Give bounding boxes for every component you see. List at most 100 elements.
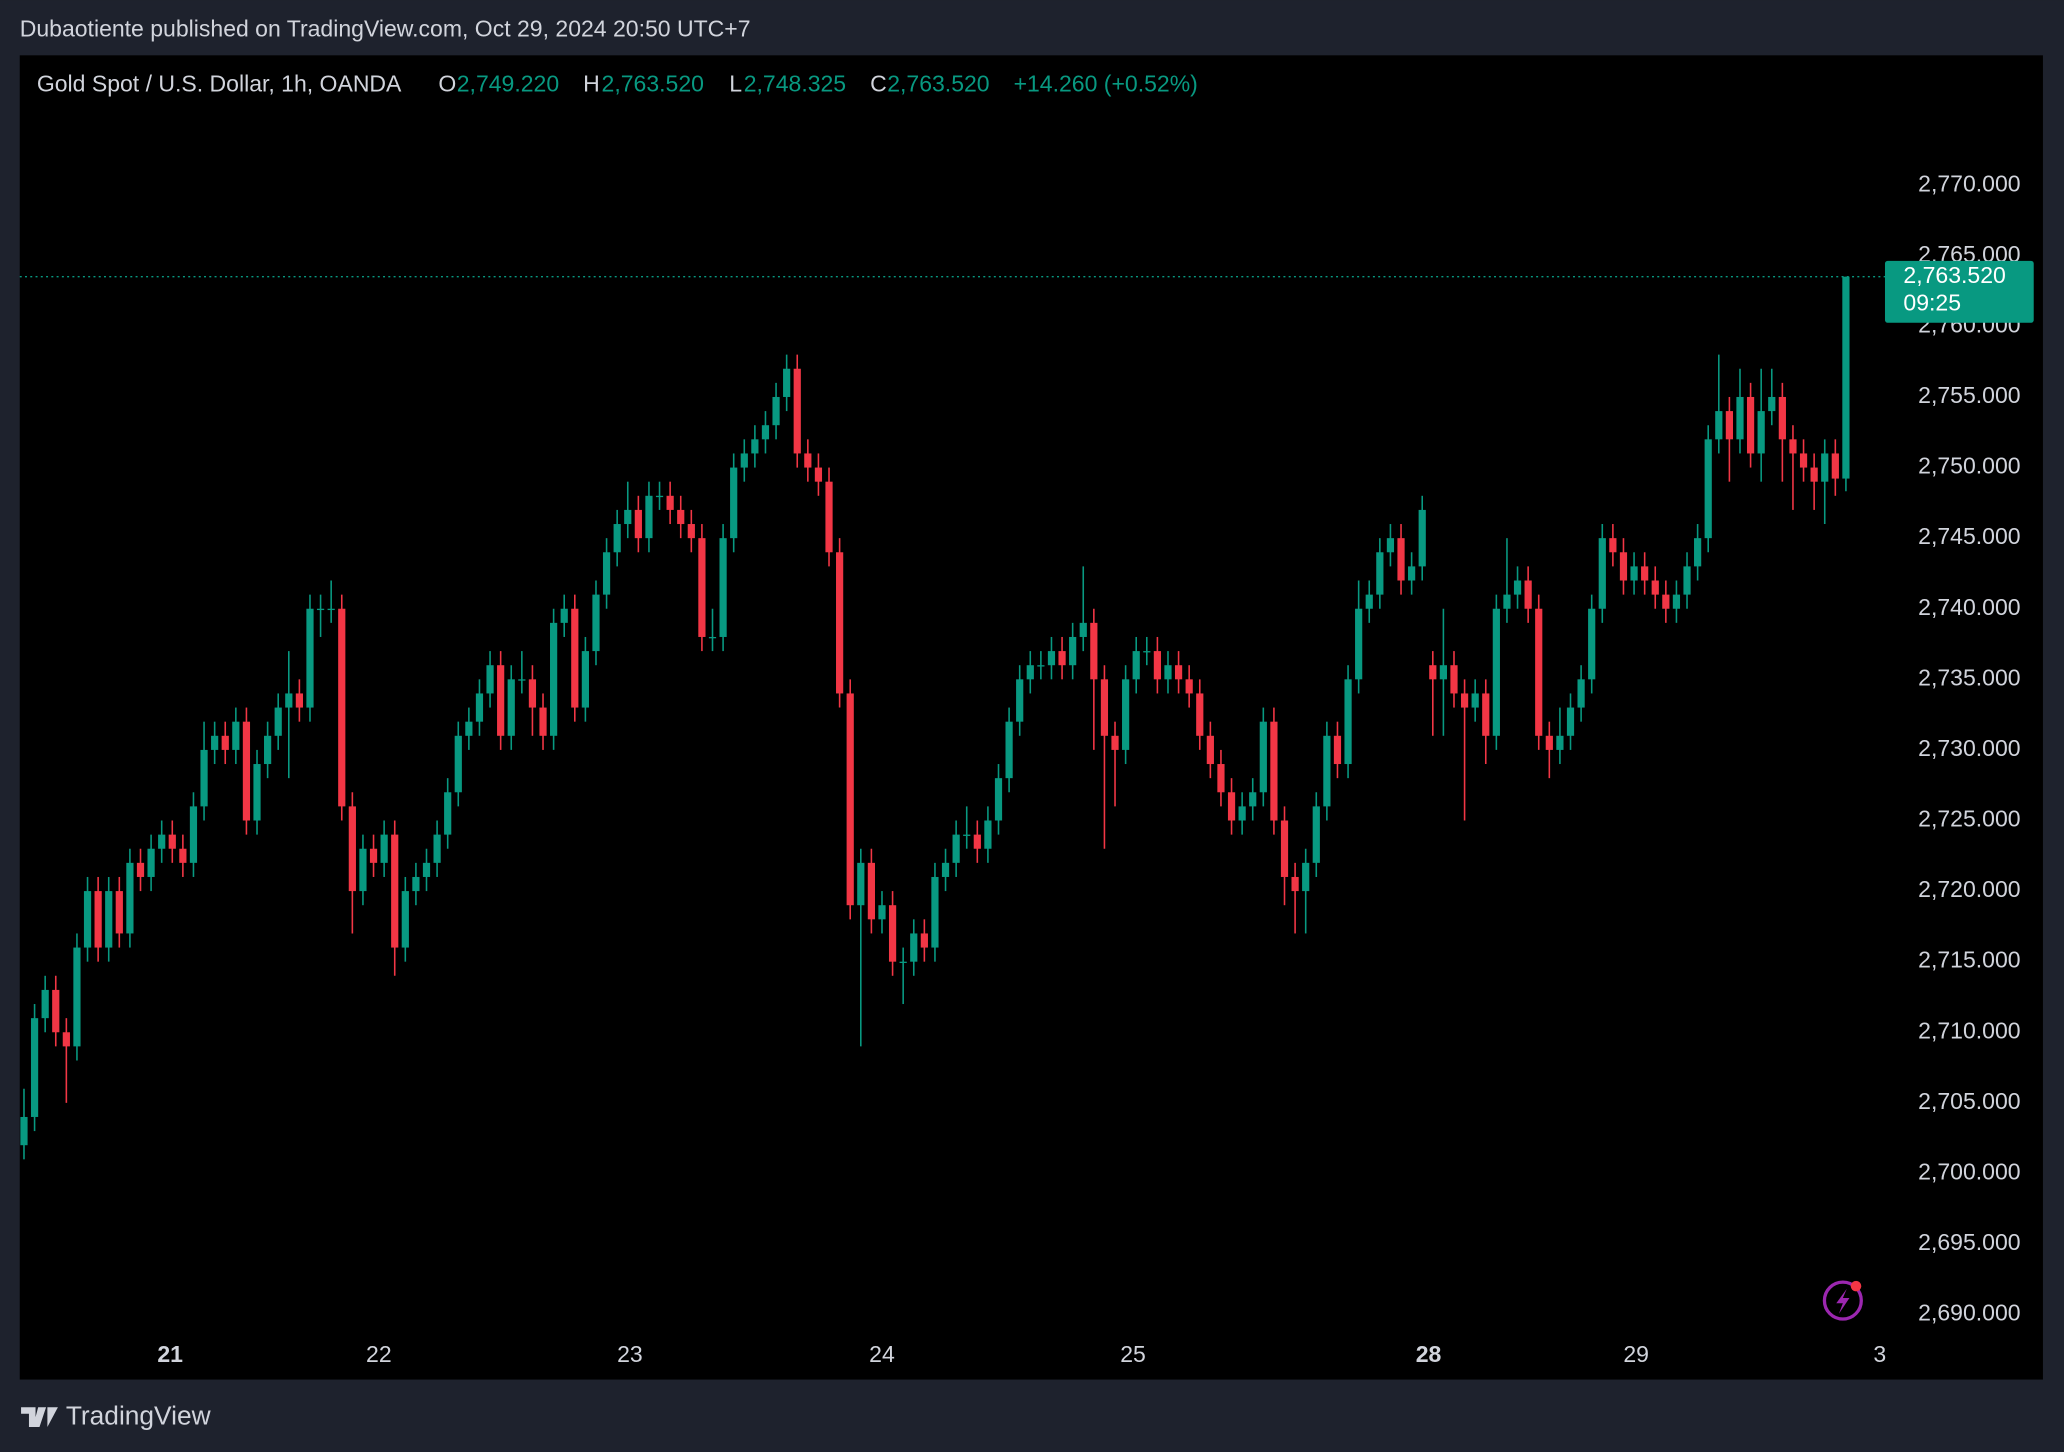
candle-body: [878, 905, 886, 920]
candle-body: [931, 876, 939, 948]
candle-body: [1397, 538, 1405, 581]
candle-body: [783, 368, 791, 397]
candle-body: [338, 608, 346, 807]
candle-body: [73, 947, 81, 1047]
candle-body: [1280, 820, 1289, 877]
candle-body: [401, 891, 409, 948]
candle-body: [1704, 439, 1712, 539]
candle-body: [1778, 396, 1786, 440]
y-tick-label: 2,740.000: [1918, 594, 2020, 620]
candle-body: [1535, 608, 1543, 736]
candle-body: [814, 467, 823, 482]
candle-body: [1333, 735, 1342, 765]
candle-body: [348, 806, 356, 892]
candle-body: [1100, 679, 1109, 736]
flash-icon[interactable]: [1822, 1280, 1863, 1321]
candle-body: [888, 905, 897, 962]
candle-body: [740, 453, 748, 468]
x-tick-label: 22: [366, 1341, 392, 1367]
candle-body: [772, 396, 780, 426]
candle-body: [1588, 608, 1596, 680]
candle-body: [211, 735, 219, 750]
candle-body: [1227, 792, 1236, 821]
candle-body: [1259, 721, 1267, 793]
high-value: 2,763.520: [602, 71, 704, 97]
candle-body: [1418, 509, 1426, 567]
y-tick-label: 2,715.000: [1918, 947, 2020, 973]
candle-body: [751, 439, 759, 454]
candle-body: [94, 891, 102, 948]
candle-body: [1577, 679, 1585, 708]
candle-body: [550, 622, 558, 736]
candle-body: [242, 721, 251, 821]
candle-body: [1111, 735, 1119, 750]
candle-body: [528, 679, 537, 708]
candle-body: [1026, 665, 1034, 680]
candle-body: [253, 764, 261, 821]
candle-body: [1122, 679, 1130, 750]
icon-bolt: [1836, 1288, 1850, 1314]
x-tick-label: 29: [1623, 1341, 1649, 1367]
candle-body: [698, 538, 706, 637]
candle-body: [1249, 792, 1257, 807]
change: +14.260 (+0.52%): [1014, 71, 1198, 97]
candle-body: [1174, 665, 1183, 680]
candle-body: [1037, 665, 1045, 667]
candle-body: [1556, 735, 1564, 750]
candle-body: [232, 721, 240, 750]
candle-body: [105, 891, 113, 948]
candle-body: [1291, 876, 1299, 892]
candle-body: [655, 495, 664, 498]
candle-body: [941, 862, 950, 877]
candle-body: [62, 1032, 70, 1047]
low-value: 2,748.325: [744, 71, 846, 97]
candle-body: [1355, 608, 1363, 680]
open-label: O: [438, 71, 456, 97]
candle-body: [52, 989, 60, 1033]
y-tick-label: 2,690.000: [1918, 1300, 2020, 1326]
footer-logo[interactable]: TradingView: [21, 1401, 212, 1431]
candle-body: [126, 862, 134, 934]
candle-body: [1715, 411, 1723, 440]
y-tick-label: 2,750.000: [1918, 453, 2020, 479]
candle-body: [1206, 735, 1214, 765]
candle-body: [1408, 566, 1416, 581]
candle-body: [1609, 538, 1617, 553]
candle-body: [602, 552, 611, 595]
candle-body: [1090, 622, 1098, 680]
candle-body: [645, 495, 653, 539]
candle-body: [359, 848, 367, 892]
candle-body: [708, 636, 717, 639]
candle-body: [1016, 679, 1024, 722]
candle-body: [1736, 396, 1744, 440]
candle-body: [1746, 396, 1755, 454]
x-tick-label: 24: [869, 1341, 895, 1367]
candle-body: [1386, 538, 1395, 553]
candle-body: [1344, 679, 1352, 765]
candle-body: [1429, 665, 1437, 680]
candle-body: [1831, 453, 1839, 479]
candle-body: [497, 665, 505, 736]
candle-body: [391, 834, 399, 948]
icon-ring: [1822, 1280, 1863, 1321]
candle-body: [719, 538, 727, 637]
candle-body: [1566, 707, 1575, 736]
candle-body: [963, 834, 971, 836]
candle-body: [475, 693, 484, 722]
candle-body: [200, 749, 208, 807]
candle-body: [825, 481, 833, 553]
candle-body: [422, 862, 431, 877]
candle-body: [1132, 651, 1140, 680]
candle-body: [1598, 538, 1606, 609]
high-label: H: [583, 71, 600, 97]
y-tick-label: 2,705.000: [1918, 1088, 2020, 1114]
candle-body: [1524, 580, 1532, 609]
candle-body: [1365, 594, 1373, 609]
candle-body: [1641, 566, 1649, 581]
candle-body: [666, 495, 674, 510]
candle-body: [994, 778, 1003, 821]
y-tick-label: 2,725.000: [1918, 806, 2020, 832]
candle-body: [624, 509, 632, 525]
candle-body: [316, 608, 325, 611]
